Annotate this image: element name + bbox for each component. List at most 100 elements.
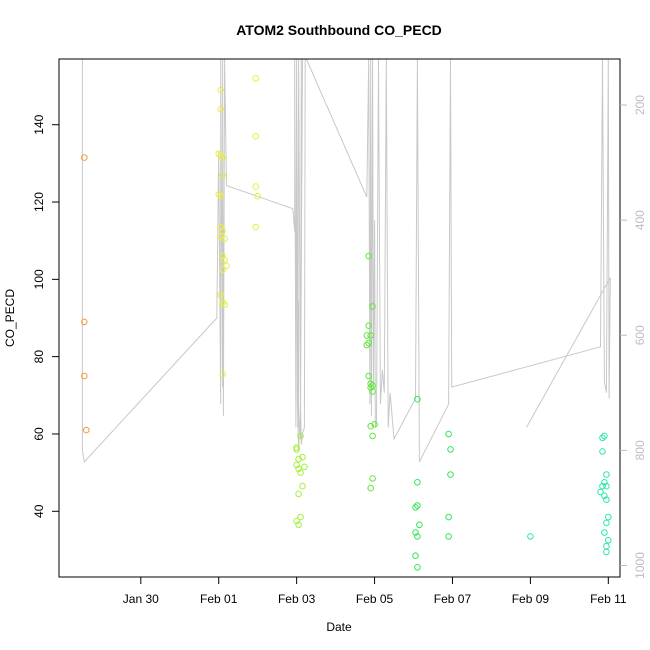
data-point — [603, 471, 610, 478]
data-point — [363, 341, 371, 349]
data-point — [599, 434, 606, 442]
x-axis: Jan 30 Feb 01 Feb 03 Feb 05 Feb 07 Feb 09 Feb … — [123, 577, 627, 606]
data-point — [414, 533, 421, 540]
data-point — [293, 517, 300, 525]
data-point — [601, 492, 608, 500]
data-point — [445, 513, 452, 521]
data-point — [221, 235, 228, 243]
data-point — [365, 372, 373, 380]
data-point — [603, 542, 610, 550]
data-point — [447, 471, 454, 478]
data-point — [293, 446, 300, 453]
data-point — [527, 533, 534, 540]
y2-tick-label: 600 — [633, 325, 647, 345]
data-point — [219, 154, 226, 161]
data-point — [369, 388, 376, 395]
data-point — [365, 339, 373, 347]
data-point — [215, 150, 222, 157]
data-point — [217, 291, 224, 299]
data-point — [412, 552, 419, 560]
data-point — [217, 233, 224, 241]
data-point — [363, 332, 371, 339]
data-point — [369, 303, 376, 310]
data-point — [299, 482, 306, 490]
x-tick-label: Feb 01 — [200, 592, 238, 606]
data-point — [601, 432, 608, 440]
y-tick-label: 100 — [32, 269, 46, 289]
data-point — [252, 223, 259, 231]
data-point — [221, 256, 228, 264]
y-tick-label: 140 — [32, 114, 46, 134]
data-point — [603, 548, 610, 556]
data-point — [219, 299, 226, 306]
y-axis: 40 60 80 100 120 140 — [32, 114, 59, 518]
data-point — [445, 430, 452, 438]
data-point — [369, 475, 376, 482]
y2-tick-label: 400 — [633, 210, 647, 230]
x-tick-label: Feb 05 — [356, 592, 394, 606]
data-point — [297, 513, 304, 521]
data-point — [295, 490, 302, 498]
y-tick-label: 40 — [32, 504, 46, 518]
data-point — [223, 262, 230, 270]
data-point — [254, 192, 262, 200]
data-point — [295, 465, 302, 473]
data-point — [295, 455, 302, 463]
data-point — [445, 533, 452, 540]
y-tick-label: 60 — [32, 427, 46, 441]
x-tick-label: Feb 03 — [278, 592, 316, 606]
data-point — [605, 513, 612, 521]
data-point — [217, 86, 224, 94]
data-point — [367, 384, 375, 391]
points-layer — [81, 75, 612, 571]
data-point — [219, 370, 226, 378]
y2-tick-label: 1000 — [633, 552, 647, 579]
x-axis-label: Date — [326, 620, 352, 634]
data-point — [81, 318, 88, 326]
data-point — [367, 332, 375, 339]
data-point — [371, 421, 378, 428]
data-point — [217, 192, 224, 200]
data-point — [83, 426, 90, 434]
data-point — [293, 461, 300, 469]
secondary-y-axis: 200 400 600 800 1000 — [620, 95, 647, 579]
data-point — [219, 171, 226, 179]
data-point — [603, 519, 610, 527]
data-point — [301, 463, 308, 471]
plot-frame — [58, 58, 621, 578]
data-point — [252, 183, 259, 190]
data-point — [414, 564, 421, 571]
x-tick-label: Jan 30 — [123, 592, 159, 606]
data-point — [252, 133, 259, 140]
data-point — [293, 444, 300, 451]
data-point — [601, 529, 608, 536]
data-point — [295, 521, 302, 529]
data-point — [219, 227, 226, 235]
data-point — [217, 223, 224, 231]
y-tick-label: 120 — [32, 192, 46, 212]
data-point — [597, 488, 604, 496]
data-point — [252, 75, 259, 82]
data-point — [414, 479, 421, 486]
y-tick-label: 80 — [32, 350, 46, 364]
data-point — [601, 479, 608, 486]
data-point — [447, 446, 454, 453]
data-point — [365, 322, 373, 330]
data-point — [369, 432, 376, 440]
chart-title: ATOM2 Southbound CO_PECD — [236, 22, 442, 38]
data-point — [416, 521, 423, 529]
y2-tick-label: 800 — [633, 440, 647, 460]
data-point — [599, 482, 606, 490]
data-point — [297, 432, 304, 440]
data-point — [603, 496, 610, 504]
data-point — [217, 152, 224, 159]
data-point — [215, 191, 222, 198]
data-point — [414, 395, 421, 403]
x-tick-label: Feb 09 — [512, 592, 550, 606]
y2-tick-label: 200 — [633, 95, 647, 115]
x-tick-label: Feb 07 — [434, 592, 472, 606]
data-point — [412, 529, 419, 536]
y-axis-label: CO_PECD — [3, 289, 17, 347]
data-point — [299, 453, 306, 461]
